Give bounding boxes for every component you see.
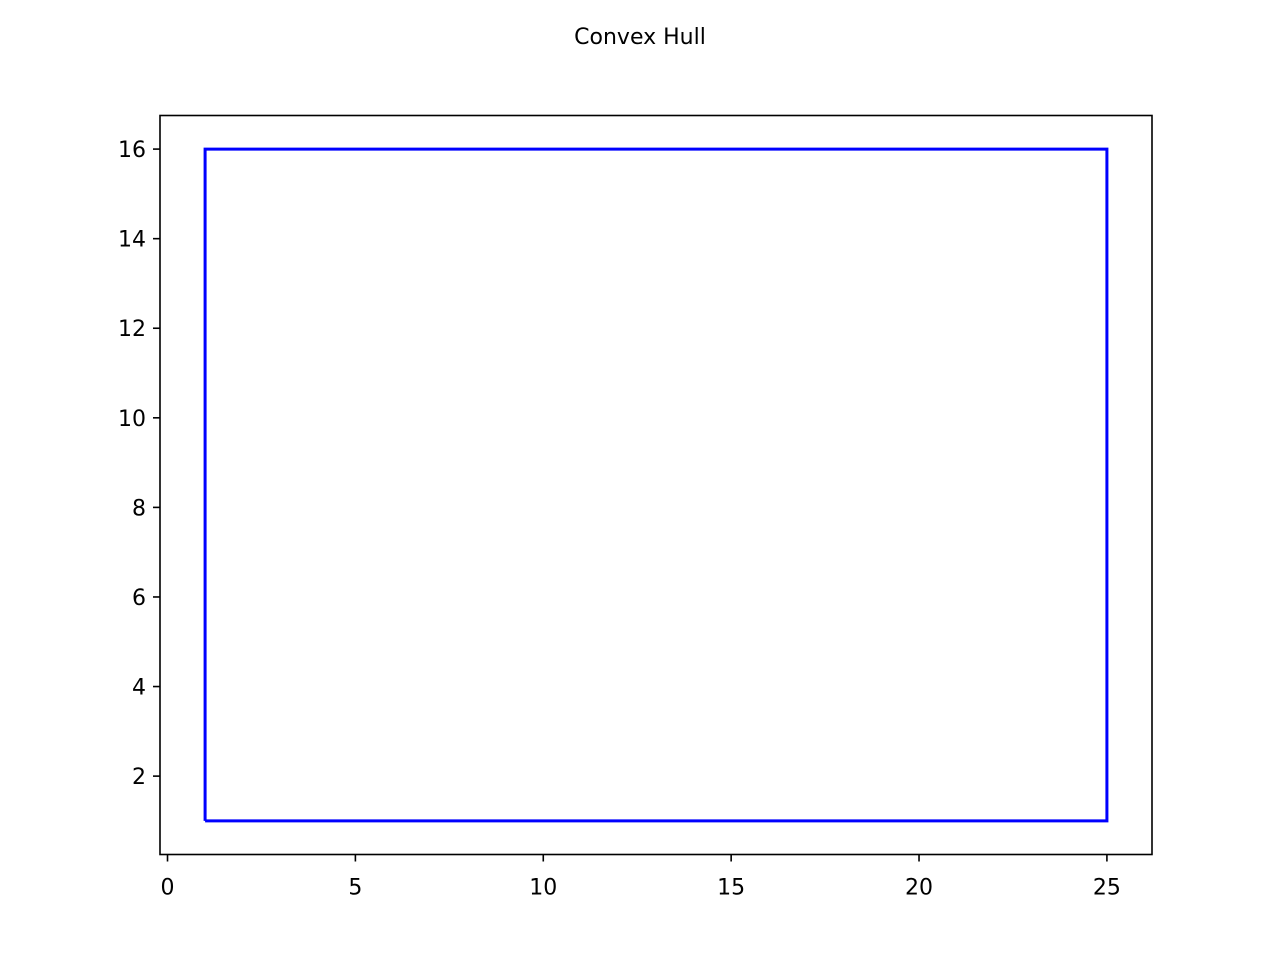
y-axis: 2 4 6 8 10 12 14 16 [118, 138, 160, 790]
y-tick-label: 2 [132, 765, 146, 790]
y-tick-label: 14 [118, 228, 146, 253]
x-tick-label: 15 [717, 876, 745, 901]
x-tick-label: 5 [348, 876, 362, 901]
x-axis: 0 5 10 15 20 25 [161, 854, 1121, 901]
y-tick-label: 16 [118, 138, 146, 163]
y-tick-label: 4 [132, 676, 146, 701]
y-tick-label: 10 [118, 407, 146, 432]
series-line-0 [203, 147, 1109, 823]
y-tick-label: 12 [118, 317, 146, 342]
x-tick-label: 20 [905, 876, 933, 901]
y-tick-label: 8 [132, 496, 146, 521]
axes-frame [159, 114, 1153, 856]
x-tick-label: 10 [529, 876, 557, 901]
plot-area [203, 147, 1109, 823]
x-tick-label: 25 [1093, 876, 1121, 901]
chart-title: Convex Hull [574, 25, 706, 50]
x-tick-label: 0 [161, 876, 175, 901]
y-tick-label: 6 [132, 586, 146, 611]
